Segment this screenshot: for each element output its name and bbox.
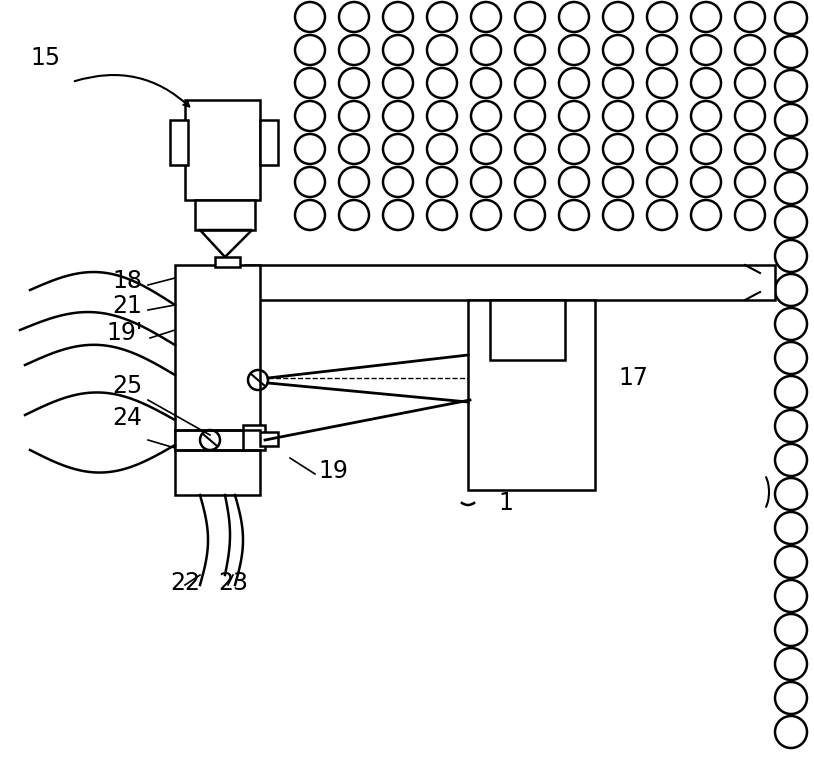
Text: 19: 19 — [318, 459, 348, 483]
Text: 15: 15 — [30, 46, 60, 70]
Bar — [260, 432, 278, 446]
Bar — [175, 265, 260, 495]
Text: 18: 18 — [112, 269, 142, 293]
Bar — [195, 200, 255, 230]
Bar — [260, 120, 278, 165]
Bar — [170, 120, 188, 165]
Bar — [185, 100, 260, 200]
Bar — [243, 425, 265, 450]
Bar — [175, 430, 245, 450]
Bar — [245, 265, 775, 300]
Text: 17: 17 — [618, 366, 648, 390]
Text: 21: 21 — [112, 294, 142, 318]
Text: 23: 23 — [218, 571, 248, 595]
Text: 1: 1 — [498, 491, 513, 515]
Bar — [490, 300, 565, 360]
Text: 25: 25 — [112, 374, 142, 398]
Text: 24: 24 — [112, 406, 142, 430]
Bar — [215, 257, 240, 267]
Bar — [468, 300, 595, 490]
Text: 19': 19' — [106, 321, 142, 345]
Text: 22: 22 — [170, 571, 200, 595]
